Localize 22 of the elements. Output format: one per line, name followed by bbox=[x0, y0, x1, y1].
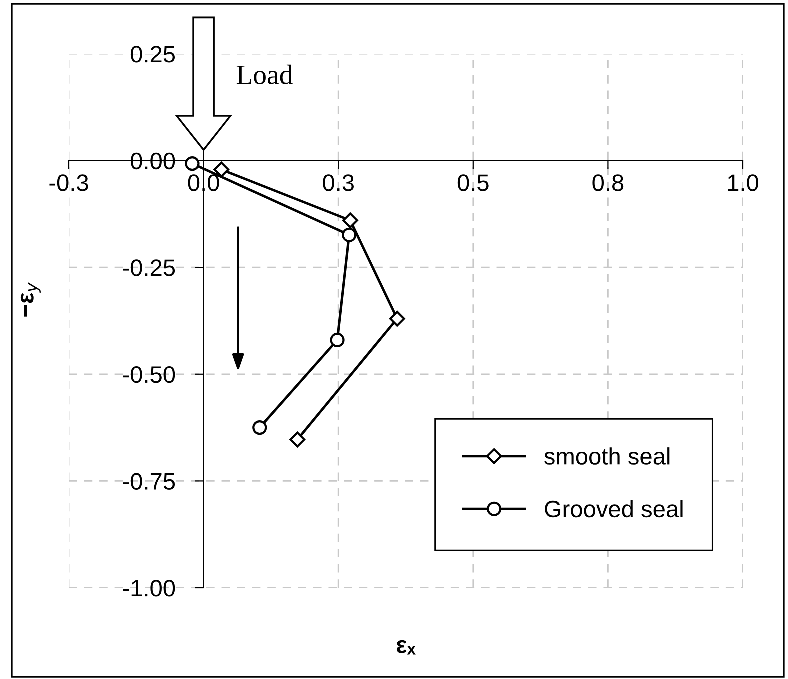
annotation: Load bbox=[236, 64, 293, 84]
x-tick-label: 0.3 bbox=[323, 174, 354, 192]
x-axis-title: εₓ bbox=[396, 640, 416, 655]
x-tick-label: 0.5 bbox=[458, 174, 489, 192]
point bbox=[342, 228, 357, 242]
y-tick-label: 0.25 bbox=[130, 46, 176, 63]
y-tick-label: -0.25 bbox=[123, 260, 176, 276]
y-tick-label: -0.50 bbox=[123, 366, 176, 384]
point bbox=[252, 420, 268, 436]
y-axis-title: −ε$_{y}$ bbox=[20, 282, 41, 317]
x-tick-label: 0.8 bbox=[592, 174, 624, 192]
point bbox=[389, 310, 406, 327]
point bbox=[342, 212, 358, 229]
legend-label: Grooved seal bbox=[545, 500, 683, 518]
y-tick-label: -0.75 bbox=[123, 473, 176, 490]
legend-label: smooth seal bbox=[544, 448, 670, 465]
y-tick-label: -1.00 bbox=[123, 580, 176, 597]
point bbox=[330, 332, 345, 348]
point bbox=[290, 432, 306, 448]
point bbox=[185, 156, 200, 172]
x-tick-label: -0.3 bbox=[50, 174, 88, 192]
x-tick-label: 1.0 bbox=[728, 174, 758, 192]
